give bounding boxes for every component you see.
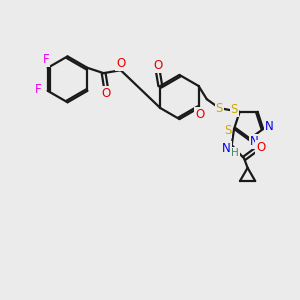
- Text: O: O: [153, 59, 163, 72]
- Text: F: F: [35, 83, 42, 96]
- Text: N: N: [222, 142, 231, 155]
- Text: H: H: [231, 148, 239, 158]
- Text: S: S: [231, 103, 238, 116]
- Text: O: O: [195, 108, 205, 121]
- Text: O: O: [101, 87, 111, 100]
- Text: S: S: [215, 102, 223, 115]
- Text: S: S: [224, 124, 231, 137]
- Text: O: O: [256, 141, 265, 154]
- Text: F: F: [43, 53, 50, 66]
- Text: N: N: [250, 135, 258, 148]
- Text: N: N: [265, 120, 274, 133]
- Text: O: O: [116, 57, 125, 70]
